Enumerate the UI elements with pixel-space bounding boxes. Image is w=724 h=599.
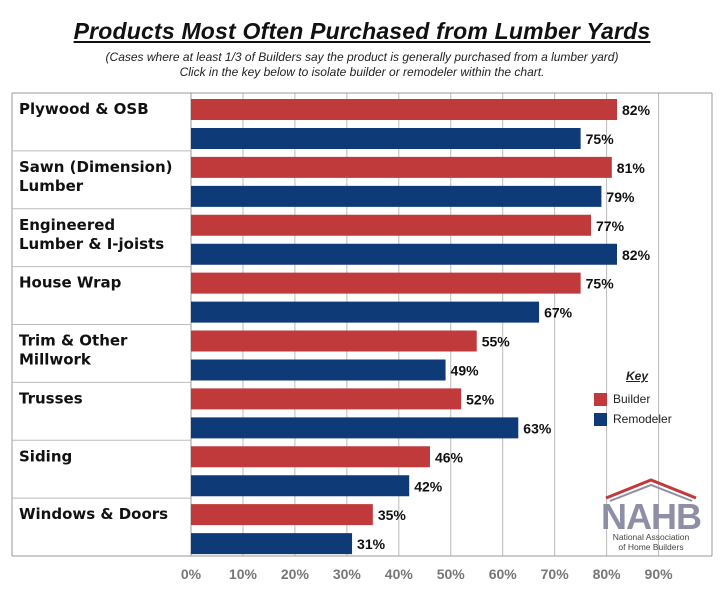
data-label-builder: 82% [622, 102, 651, 118]
chart-title: Products Most Often Purchased from Lumbe… [73, 18, 651, 44]
x-tick-label: 90% [645, 566, 674, 582]
bar-builder [191, 272, 581, 294]
legend-label-remodeler: Remodeler [613, 412, 672, 426]
bar-remodeler [191, 128, 581, 149]
legend-title: Key [626, 369, 649, 383]
bar-builder [191, 156, 612, 178]
x-tick-label: 70% [541, 566, 570, 582]
x-tick-label: 40% [385, 566, 414, 582]
legend-label-builder: Builder [613, 392, 651, 406]
data-label-remodeler: 67% [544, 305, 573, 321]
logo-subtitle-line2: of Home Builders [618, 542, 684, 552]
x-tick-label: 80% [593, 566, 622, 582]
chart-subtitle: (Cases where at least 1/3 of Builders sa… [105, 50, 619, 64]
data-label-builder: 52% [466, 391, 495, 407]
logo-wordmark: NAHB [601, 496, 702, 537]
bar-remodeler [191, 533, 353, 555]
x-tick-label: 60% [489, 566, 518, 582]
bar-remodeler [191, 185, 602, 207]
category-label: Engineered [19, 216, 115, 234]
data-label-remodeler: 63% [523, 420, 552, 436]
legend-item-remodeler[interactable]: Remodeler [594, 409, 704, 429]
bar-builder [191, 504, 373, 526]
x-tick-label: 0% [181, 566, 202, 582]
category-label: Siding [19, 447, 72, 465]
logo-subtitle-line1: National Association [612, 532, 690, 542]
remodeler-swatch [594, 412, 607, 426]
bar-builder [191, 446, 430, 468]
category-label: Trusses [19, 389, 83, 407]
bar-builder [191, 330, 477, 352]
data-label-remodeler: 75% [586, 131, 615, 147]
data-label-builder: 55% [482, 334, 511, 350]
data-label-builder: 75% [586, 276, 615, 292]
data-label-builder: 46% [435, 449, 464, 465]
chart-instructions: Click in the key below to isolate builde… [179, 65, 545, 79]
x-tick-label: 20% [281, 566, 310, 582]
bar-remodeler [191, 359, 446, 381]
category-label: House Wrap [19, 274, 122, 292]
data-label-remodeler: 31% [357, 536, 386, 552]
category-label: Millwork [19, 351, 92, 369]
bar-remodeler [191, 417, 519, 439]
data-label-builder: 77% [596, 218, 625, 234]
bar-builder [191, 214, 592, 236]
data-label-remodeler: 42% [414, 478, 443, 494]
builder-swatch [594, 392, 607, 406]
category-label: Plywood & OSB [19, 100, 149, 118]
category-label: Trim & Other [19, 332, 128, 350]
bar-builder [191, 388, 462, 410]
legend: Key Builder Remodeler [594, 369, 704, 429]
category-label: Lumber [19, 177, 84, 195]
house-roof-icon [605, 478, 697, 502]
bar-remodeler [191, 475, 410, 497]
data-label-remodeler: 49% [451, 363, 480, 379]
legend-item-builder[interactable]: Builder [594, 389, 704, 409]
logo-subtitle: National Association of Home Builders [596, 532, 706, 552]
data-label-builder: 81% [617, 160, 646, 176]
data-label-builder: 35% [378, 507, 407, 523]
nahb-logo: NAHB National Association of Home Builde… [596, 476, 716, 556]
category-label: Sawn (Dimension) [19, 158, 173, 176]
category-label: Windows & Doors [19, 505, 168, 523]
bar-remodeler [191, 301, 540, 323]
data-label-remodeler: 79% [606, 189, 635, 205]
x-tick-label: 10% [229, 566, 258, 582]
x-tick-label: 30% [333, 566, 362, 582]
bar-remodeler [191, 243, 617, 265]
x-tick-label: 50% [437, 566, 466, 582]
category-label: Lumber & I-joists [19, 235, 164, 253]
data-label-remodeler: 82% [622, 247, 651, 263]
bar-builder [191, 99, 617, 120]
